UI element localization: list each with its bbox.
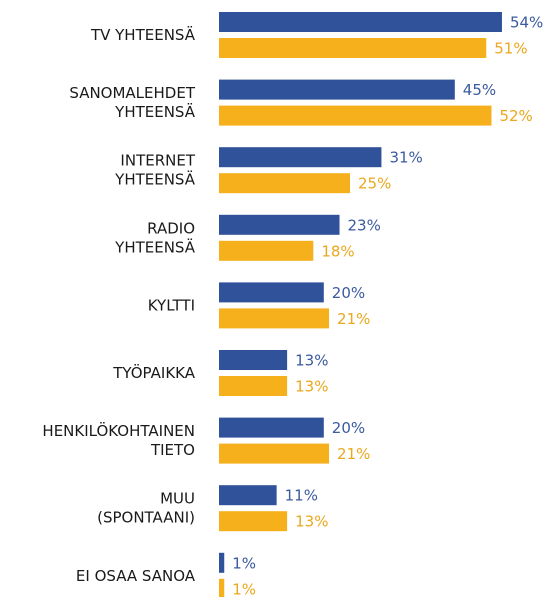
value-label: 23% — [348, 216, 381, 234]
value-label: 11% — [285, 487, 318, 505]
value-label: 51% — [494, 40, 527, 58]
bar — [219, 173, 350, 194]
bar — [219, 308, 330, 329]
category-label: EI OSAA SANOA — [76, 566, 196, 584]
value-label: 45% — [463, 81, 496, 99]
category-label-line: EI OSAA SANOA — [76, 566, 196, 584]
category-label: KYLTTI — [148, 296, 195, 314]
bar — [219, 552, 225, 573]
category-label: SANOMALEHDET YHTEENSÄ — [69, 84, 195, 121]
value-label: 31% — [389, 149, 422, 167]
value-label: 21% — [337, 445, 370, 463]
value-label: 1% — [232, 580, 256, 597]
bar — [219, 147, 382, 168]
category-label-line: SANOMALEHDET — [69, 84, 195, 102]
bar — [219, 511, 288, 532]
bar — [219, 350, 288, 370]
category-label-line: YHTEENSÄ — [114, 102, 196, 121]
value-label: 20% — [332, 284, 365, 302]
bar — [219, 79, 455, 100]
bar — [219, 485, 277, 506]
value-label: 52% — [499, 107, 532, 125]
bar — [219, 12, 502, 32]
category-label-line: YHTEENSÄ — [114, 169, 196, 188]
category-label-line: TV YHTEENSÄ — [90, 25, 196, 44]
bar — [219, 443, 330, 464]
category-label: RADIO YHTEENSÄ — [114, 219, 196, 256]
category-label: TYÖPAIKKA — [112, 363, 195, 382]
category-label-line: HENKILÖKOHTAINEN — [42, 421, 195, 440]
category-label: MUU (SPONTAANI) — [97, 489, 195, 526]
bar — [219, 282, 324, 303]
value-label: 13% — [295, 378, 328, 396]
bar — [219, 417, 324, 438]
bar — [219, 38, 487, 58]
bar — [219, 214, 340, 235]
value-label: 13% — [295, 352, 328, 370]
category-label-line: YHTEENSÄ — [114, 237, 196, 256]
bar — [219, 376, 288, 396]
category-label: HENKILÖKOHTAINEN TIETO — [42, 421, 195, 459]
category-label-line: (SPONTAANI) — [97, 508, 195, 526]
value-label: 54% — [510, 14, 543, 32]
value-label: 18% — [321, 242, 354, 260]
value-label: 21% — [337, 310, 370, 328]
value-label: 20% — [332, 419, 365, 437]
bar — [219, 105, 492, 126]
value-label: 25% — [358, 175, 391, 193]
category-label-line: KYLTTI — [148, 296, 195, 314]
bar — [219, 240, 314, 261]
value-label: 1% — [232, 554, 256, 572]
value-label: 13% — [295, 513, 328, 531]
category-label-line: MUU — [160, 489, 195, 507]
bar — [219, 578, 225, 597]
category-label-line: INTERNET — [120, 151, 195, 169]
category-label: TV YHTEENSÄ — [90, 25, 196, 44]
category-label-line: TIETO — [150, 441, 195, 459]
category-label: INTERNET YHTEENSÄ — [114, 151, 196, 188]
category-label-line: TYÖPAIKKA — [112, 363, 195, 382]
category-label-line: RADIO — [147, 219, 195, 237]
